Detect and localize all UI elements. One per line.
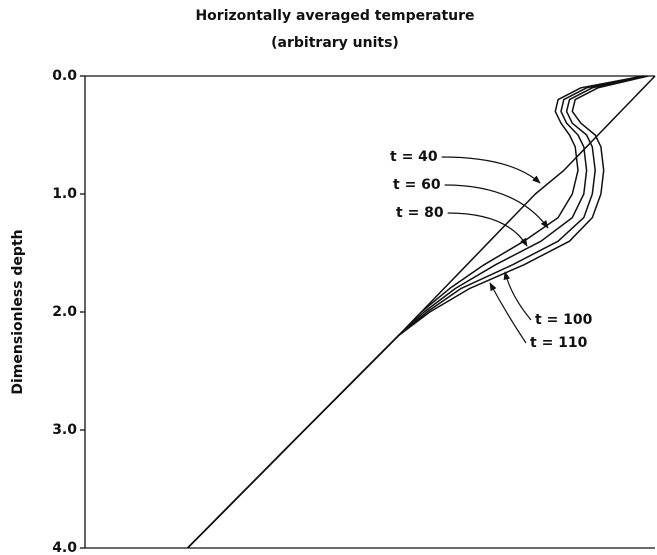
y-axis-label: Dimensionless depth — [10, 229, 26, 394]
y-tick-label: 0.0 — [52, 68, 77, 84]
curve-label: t = 100 — [535, 312, 593, 328]
curve-label: t = 40 — [390, 149, 438, 165]
annotation-arrow — [503, 271, 532, 321]
y-tick-label: 4.0 — [52, 540, 77, 555]
annotation-arrow — [441, 156, 541, 184]
temperature-curve — [187, 75, 644, 549]
temperature-curve — [187, 75, 644, 549]
annotation-arrow — [489, 282, 527, 344]
y-tick-label: 1.0 — [52, 186, 77, 202]
curve-label: t = 60 — [393, 177, 441, 193]
annotation-arrow — [444, 184, 549, 229]
chart-subtitle: (arbitrary units) — [271, 35, 399, 51]
y-tick-label: 2.0 — [52, 304, 77, 320]
curve-label: t = 110 — [530, 335, 588, 351]
y-tick-label: 3.0 — [52, 422, 77, 438]
temperature-curve — [187, 75, 649, 549]
curve-label: t = 80 — [396, 205, 444, 221]
annotation-arrow — [447, 212, 528, 247]
temperature-curve — [187, 75, 647, 549]
chart-title: Horizontally averaged temperature — [195, 8, 474, 24]
